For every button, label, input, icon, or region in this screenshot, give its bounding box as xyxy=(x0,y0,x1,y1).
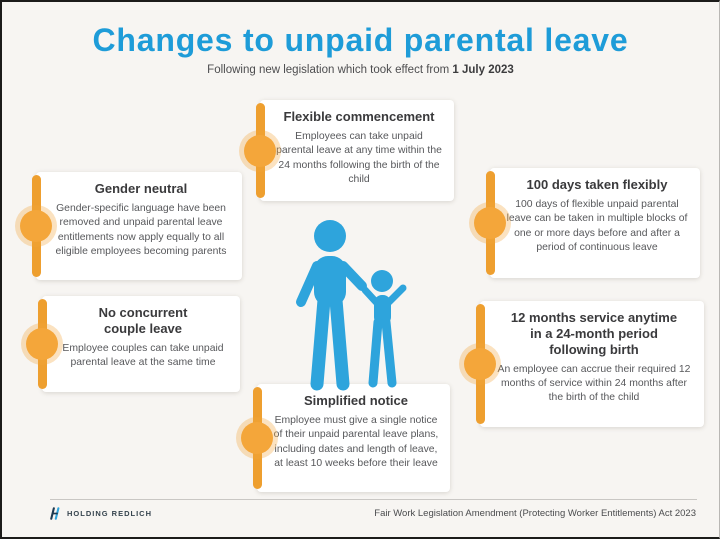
card-heading: 100 days taken flexibly xyxy=(526,177,668,192)
card-gender-neutral: Gender neutral Gender-specific language … xyxy=(20,172,242,280)
holding-redlich-mark-icon xyxy=(50,507,60,520)
card-12-months-service: 12 months service anytime in a 24-month … xyxy=(464,301,704,427)
card-body: Employee must give a single notice of th… xyxy=(273,414,439,469)
milestone-dot-icon xyxy=(20,210,52,242)
card-heading: Simplified notice xyxy=(303,393,408,408)
card-heading: 12 months service anytime in a 24-month … xyxy=(510,310,678,357)
card-body: Employee couples can take unpaid parenta… xyxy=(62,342,224,369)
milestone-dot-icon xyxy=(241,422,273,454)
subtitle-text: Following new legislation which took eff… xyxy=(207,64,453,76)
card-simplified-notice: Simplified notice Employee must give a s… xyxy=(241,384,450,492)
brand-logo: HOLDING REDLICH xyxy=(48,506,152,521)
card-flexible-commencement: Flexible commencement Employees can take… xyxy=(244,100,454,201)
page-title: Changes to unpaid parental leave xyxy=(92,22,629,58)
card-body: Employees can take unpaid parental leave… xyxy=(276,130,442,185)
milestone-dot-icon xyxy=(464,348,496,380)
card-heading: No concurrent couple leave xyxy=(98,305,188,336)
source-citation: Fair Work Legislation Amendment (Protect… xyxy=(374,508,696,519)
subtitle-date: 1 July 2023 xyxy=(452,64,514,76)
card-no-concurrent-couple-leave: No concurrent couple leave Employee coup… xyxy=(26,296,240,392)
card-body: 100 days of flexible unpaid parental lea… xyxy=(506,198,688,253)
card-heading: Flexible commencement xyxy=(283,109,435,124)
page-subtitle: Following new legislation which took eff… xyxy=(2,64,719,76)
milestone-dot-icon xyxy=(474,207,506,239)
milestone-dot-icon xyxy=(244,134,276,167)
milestone-dot-icon xyxy=(26,328,58,360)
footer-divider xyxy=(50,499,697,500)
parent-child-figures-icon xyxy=(286,218,436,398)
card-body: Gender-specific language have been remov… xyxy=(55,202,227,257)
card-100-days-taken-flexibly: 100 days taken flexibly 100 days of flex… xyxy=(474,168,700,278)
card-heading: Gender neutral xyxy=(94,181,188,196)
card-body: An employee can accrue their required 12… xyxy=(497,363,691,404)
brand-name: HOLDING REDLICH xyxy=(67,509,152,518)
